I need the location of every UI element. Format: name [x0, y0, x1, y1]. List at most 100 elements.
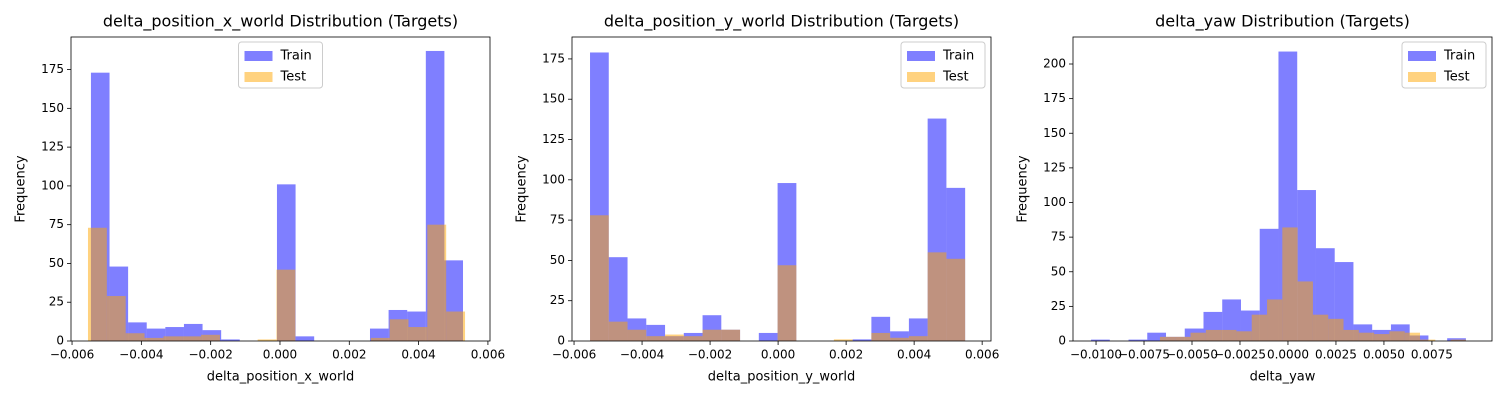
- legend-swatch: [244, 51, 273, 61]
- histogram-bar: [408, 327, 428, 341]
- histogram-bar: [758, 332, 778, 341]
- y-tick-label: 75: [550, 213, 565, 227]
- legend-label: Test: [280, 70, 307, 85]
- histogram-bar: [1091, 339, 1110, 341]
- y-tick-label: 25: [1051, 299, 1066, 313]
- histogram-bar: [608, 257, 628, 341]
- x-axis-label: delta_yaw: [1250, 370, 1316, 385]
- y-tick-label: 150: [1043, 126, 1066, 140]
- y-tick-label: 125: [41, 140, 64, 154]
- legend-label: Train: [280, 49, 312, 64]
- axes-frame: [70, 36, 491, 342]
- histogram-bar: [1175, 336, 1191, 341]
- y-tick-label: 200: [1043, 57, 1066, 71]
- x-tick-label: 0.002: [332, 348, 366, 362]
- x-tick-label: 0.0075: [1411, 348, 1453, 362]
- legend-label: Train: [1443, 49, 1475, 64]
- legend-label: Test: [942, 70, 969, 85]
- histogram-bar: [946, 258, 966, 341]
- x-tick-label: −0.002: [688, 348, 732, 362]
- axes-frame: [571, 36, 992, 342]
- legend: Train Test: [900, 41, 986, 89]
- legend: Train Test: [1401, 41, 1487, 89]
- histogram-bar: [1343, 329, 1359, 341]
- histogram-bar: [106, 296, 126, 341]
- x-tick-label: −0.0025: [1214, 348, 1266, 362]
- y-tick-label: 0: [56, 334, 64, 348]
- y-tick-label: 0: [1058, 334, 1066, 348]
- histogram-bar: [1420, 339, 1436, 341]
- histogram-bar: [427, 224, 447, 341]
- x-tick-label: 0.004: [897, 348, 931, 362]
- chart-title: delta_yaw Distribution (Targets): [1155, 12, 1410, 32]
- histogram-bar: [144, 337, 164, 341]
- y-tick-label: 175: [1043, 91, 1066, 105]
- histogram-bar: [646, 336, 666, 341]
- histogram-bar: [702, 329, 722, 341]
- y-tick-label: 125: [542, 132, 565, 146]
- histogram-bar: [201, 334, 220, 341]
- histogram-bar: [908, 318, 928, 341]
- legend: Train Test: [238, 41, 323, 89]
- histogram-bar: [1358, 332, 1375, 341]
- histogram-bar: [1251, 314, 1268, 341]
- x-tick-label: 0.006: [965, 348, 999, 362]
- y-axis-label: Frequency: [1016, 155, 1031, 222]
- x-axis-label: delta_position_x_world: [207, 370, 354, 385]
- x-tick-label: 0.006: [471, 348, 505, 362]
- histogram-bar: [1221, 329, 1237, 341]
- x-tick-label: 0.004: [401, 348, 435, 362]
- histogram-bar: [871, 332, 891, 341]
- histogram-bar: [890, 337, 909, 341]
- histogram-bar: [370, 337, 390, 341]
- histogram-bar: [665, 334, 684, 341]
- histogram-bar: [1267, 299, 1283, 341]
- histogram-bar: [221, 339, 240, 341]
- histogram-bar: [908, 336, 928, 341]
- histogram-bar: [590, 215, 609, 341]
- histogram-bar: [125, 333, 145, 341]
- y-tick-label: 50: [550, 253, 565, 267]
- y-tick-label: 25: [550, 293, 565, 307]
- axes-frame: [1072, 36, 1493, 342]
- x-tick-label: −0.006: [552, 348, 596, 362]
- y-tick-label: 100: [542, 172, 565, 186]
- histogram-bar: [890, 331, 909, 341]
- x-tick-label: 0.000: [761, 348, 795, 362]
- histogram-bar: [1236, 331, 1252, 341]
- legend-swatch: [907, 51, 935, 61]
- legend-swatch: [1408, 72, 1436, 82]
- y-tick-label: 0: [557, 334, 565, 348]
- y-tick-label: 25: [49, 295, 64, 309]
- x-tick-label: −0.002: [188, 348, 232, 362]
- histogram-bar: [257, 339, 277, 341]
- histogram-bar: [1147, 332, 1167, 341]
- y-tick-label: 75: [49, 217, 64, 231]
- histogram-bar: [1374, 334, 1390, 341]
- y-tick-label: 175: [41, 62, 64, 76]
- legend-label: Train: [942, 49, 974, 64]
- histogram-bar: [683, 336, 703, 341]
- histogram-bar: [1282, 227, 1298, 341]
- histogram-bar: [1190, 332, 1206, 341]
- legend-swatch: [907, 72, 935, 82]
- histogram-bar: [1389, 331, 1405, 341]
- histogram-bar: [1450, 339, 1466, 341]
- legend-swatch: [1408, 51, 1436, 61]
- histogram-bar: [1297, 281, 1313, 341]
- y-tick-label: 50: [49, 256, 64, 270]
- histogram-bar: [389, 319, 409, 341]
- histogram-bar: [182, 336, 202, 341]
- x-tick-label: −0.004: [119, 348, 163, 362]
- y-tick-label: 75: [1051, 230, 1066, 244]
- chart-title: delta_position_y_world Distribution (Tar…: [604, 12, 959, 32]
- x-tick-label: −0.004: [620, 348, 664, 362]
- y-tick-label: 100: [1043, 195, 1066, 209]
- y-tick-label: 125: [1043, 160, 1066, 174]
- histogram-bar: [276, 269, 296, 341]
- histogram-bar: [608, 321, 628, 341]
- histogram-bar: [1128, 339, 1148, 341]
- histogram-bar: [833, 339, 853, 341]
